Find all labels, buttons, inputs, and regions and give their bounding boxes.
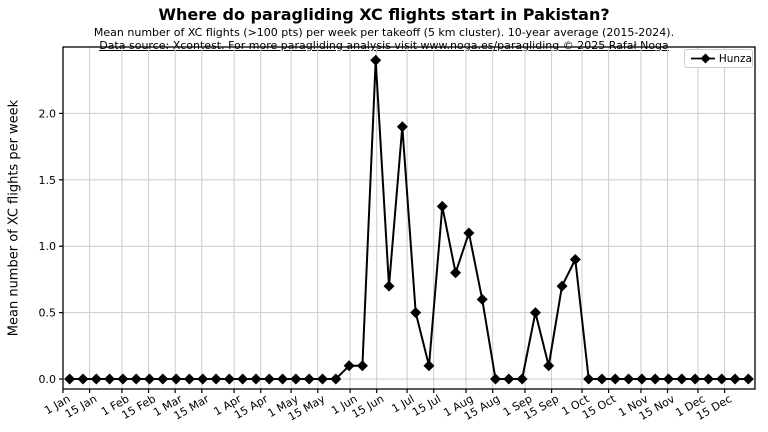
data-point-marker [90, 373, 102, 385]
data-point-marker [157, 373, 169, 385]
data-point-marker [183, 373, 195, 385]
data-point-marker [303, 373, 315, 385]
y-tick-label: 0.0 [39, 373, 57, 386]
data-point-marker [330, 373, 342, 385]
data-point-marker [609, 373, 621, 385]
data-point-marker [663, 373, 674, 385]
data-point-marker [410, 307, 422, 319]
data-point-marker [396, 121, 408, 133]
data-point-marker [463, 227, 475, 239]
data-point-marker [436, 200, 448, 212]
y-tick-label: 2.0 [39, 107, 57, 120]
data-point-marker [210, 373, 222, 385]
data-point-marker [556, 280, 568, 292]
data-point-marker [343, 360, 355, 372]
data-point-marker [250, 373, 262, 385]
data-point-marker [636, 373, 648, 385]
data-point-marker [742, 373, 754, 385]
data-point-marker [77, 373, 89, 385]
data-point-marker [623, 373, 635, 385]
data-point-marker [516, 373, 528, 385]
data-point-marker [543, 360, 555, 372]
y-tick-label: 1.5 [39, 174, 57, 187]
data-point-marker [476, 293, 488, 305]
data-point-marker [450, 267, 462, 279]
data-point-marker [197, 373, 209, 385]
data-point-marker [237, 373, 249, 385]
data-point-marker [370, 54, 382, 66]
y-axis-label: Mean number of XC flights per week [6, 99, 22, 337]
data-point-marker [356, 360, 368, 372]
legend-series-label: Hunza [718, 52, 752, 65]
data-point-marker [596, 373, 608, 385]
data-point-marker [676, 373, 688, 385]
data-point-marker [290, 373, 302, 385]
data-point-marker [490, 373, 501, 385]
chart-subtitle: Mean number of XC flights (>100 pts) per… [93, 26, 675, 39]
data-point-marker [263, 373, 275, 385]
axes-spines [62, 46, 756, 390]
data-point-marker [64, 373, 76, 385]
x-tick-label: 15 Jul [410, 392, 443, 419]
data-point-marker [130, 373, 142, 385]
data-point-marker [423, 360, 435, 372]
data-point-marker [117, 373, 129, 385]
data-point-marker [689, 373, 701, 385]
data-point-marker [223, 373, 235, 385]
data-point-marker [649, 373, 661, 385]
data-point-marker [317, 373, 328, 385]
legend-line-marker-icon [691, 53, 715, 64]
data-point-marker [383, 280, 395, 292]
data-point-marker [716, 373, 728, 385]
series-line [69, 59, 749, 380]
data-point-marker [104, 373, 116, 385]
data-point-marker [529, 307, 541, 319]
data-point-marker [729, 373, 741, 385]
data-point-marker [583, 373, 595, 385]
chart-source-link-text: Data source: Xcontest. For more paraglid… [99, 39, 669, 52]
chart-title: Where do paragliding XC flights start in… [158, 5, 610, 24]
data-point-marker [277, 373, 289, 385]
legend: Hunza [684, 49, 753, 68]
data-point-marker [702, 373, 714, 385]
y-tick-label: 1.0 [39, 240, 57, 253]
data-point-marker [503, 373, 515, 385]
data-point-marker [569, 254, 581, 266]
data-point-marker [170, 373, 182, 385]
data-point-marker [144, 373, 155, 385]
y-tick-label: 0.5 [39, 307, 57, 320]
